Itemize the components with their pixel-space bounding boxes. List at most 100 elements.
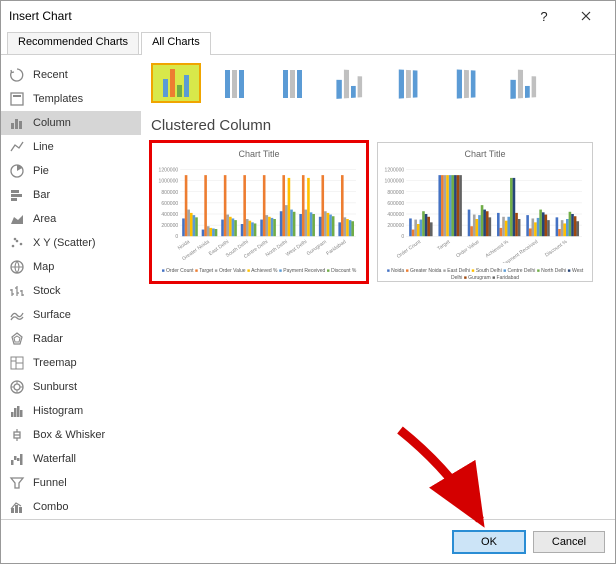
- sunburst-icon: [9, 379, 25, 395]
- surface-icon: [9, 307, 25, 323]
- subtype-thumb-stacked3d[interactable]: [380, 61, 430, 106]
- sidebar-item-label: Treemap: [33, 357, 77, 369]
- close-icon: [581, 11, 591, 21]
- sidebar-item-label: Box & Whisker: [33, 429, 105, 441]
- subtype-thumb-clustered3d[interactable]: [322, 61, 372, 106]
- sidebar-item-label: Surface: [33, 309, 71, 321]
- svg-text:1000000: 1000000: [385, 179, 405, 185]
- sidebar-item-box[interactable]: Box & Whisker: [1, 423, 141, 447]
- preview-title: Chart Title: [384, 149, 586, 159]
- titlebar: Insert Chart ?: [1, 1, 615, 31]
- chart-preview-1[interactable]: Chart Title 0 200000 400000 600000 800000 100…: [151, 142, 367, 282]
- dialog-body: Recent Templates Column LinePie Bar Area X Y (…: [1, 55, 615, 519]
- svg-text:1200000: 1200000: [385, 168, 405, 174]
- sidebar-item-label: Radar: [33, 333, 63, 345]
- svg-text:Gurugram: Gurugram: [306, 239, 328, 257]
- box-icon: [9, 427, 25, 443]
- column-icon: [9, 115, 25, 131]
- templates-icon: [9, 91, 25, 107]
- svg-text:Noida: Noida: [177, 239, 191, 252]
- svg-text:1000000: 1000000: [159, 179, 179, 185]
- window-title: Insert Chart: [9, 9, 523, 23]
- svg-text:Order Count: Order Count: [396, 239, 423, 260]
- sidebar-item-line[interactable]: Line: [1, 135, 141, 159]
- sidebar-item-treemap[interactable]: Treemap: [1, 351, 141, 375]
- sidebar-item-label: Map: [33, 261, 54, 273]
- help-button[interactable]: ?: [523, 1, 565, 31]
- sidebar-item-scatter[interactable]: X Y (Scatter): [1, 231, 141, 255]
- svg-text:200000: 200000: [387, 223, 404, 229]
- sidebar-item-map[interactable]: Map: [1, 255, 141, 279]
- close-button[interactable]: [565, 1, 607, 31]
- scatter-icon: [9, 235, 25, 251]
- svg-text:West Delhi: West Delhi: [285, 239, 308, 258]
- svg-text:400000: 400000: [161, 212, 178, 218]
- sidebar-item-label: Waterfall: [33, 453, 76, 465]
- sidebar-item-sunburst[interactable]: Sunburst: [1, 375, 141, 399]
- sidebar-item-area[interactable]: Area: [1, 207, 141, 231]
- sidebar-item-waterfall[interactable]: Waterfall: [1, 447, 141, 471]
- sidebar-item-templates[interactable]: Templates: [1, 87, 141, 111]
- subtype-thumb-stacked100[interactable]: [267, 63, 317, 103]
- combo-icon: [9, 499, 25, 515]
- sidebar-item-label: Bar: [33, 189, 50, 201]
- svg-text:800000: 800000: [387, 190, 404, 196]
- preview-chart-svg: 0 200000 400000 600000 800000 1000000 1200000 N…: [158, 163, 360, 263]
- svg-text:Discount %: Discount %: [544, 239, 569, 259]
- subtype-thumb-stacked[interactable]: [209, 63, 259, 103]
- subtype-thumb-stacked100_3d[interactable]: [438, 61, 488, 106]
- main-panel: Clustered Column Chart Title 0 200000 4000…: [141, 55, 615, 519]
- line-icon: [9, 139, 25, 155]
- svg-text:Order Value: Order Value: [455, 239, 481, 259]
- treemap-icon: [9, 355, 25, 371]
- svg-text:800000: 800000: [161, 190, 178, 196]
- svg-text:600000: 600000: [387, 201, 404, 207]
- insert-chart-dialog: Insert Chart ? Recommended Charts All Ch…: [0, 0, 616, 564]
- chart-preview-2[interactable]: Chart Title 0200000400000600000800000100…: [377, 142, 593, 282]
- sidebar-item-label: Templates: [33, 93, 83, 105]
- map-icon: [9, 259, 25, 275]
- svg-text:Achieved %: Achieved %: [485, 239, 511, 259]
- sidebar-item-label: Recent: [33, 69, 68, 81]
- svg-text:Faridabad: Faridabad: [325, 239, 347, 257]
- tab-all-charts[interactable]: All Charts: [141, 32, 211, 55]
- sidebar-item-column[interactable]: Column: [1, 111, 141, 135]
- sidebar-item-label: Column: [33, 117, 71, 129]
- sidebar-item-radar[interactable]: Radar: [1, 327, 141, 351]
- sidebar-item-stock[interactable]: Stock: [1, 279, 141, 303]
- sidebar-item-label: X Y (Scatter): [33, 237, 96, 249]
- histogram-icon: [9, 403, 25, 419]
- cancel-button[interactable]: Cancel: [533, 531, 605, 553]
- svg-text:Target: Target: [436, 239, 451, 252]
- recent-icon: [9, 67, 25, 83]
- tab-row: Recommended Charts All Charts: [1, 31, 615, 55]
- sidebar-item-label: Area: [33, 213, 56, 225]
- sidebar-item-funnel[interactable]: Funnel: [1, 471, 141, 495]
- sidebar-item-pie[interactable]: Pie: [1, 159, 141, 183]
- sidebar-item-histogram[interactable]: Histogram: [1, 399, 141, 423]
- svg-text:0: 0: [175, 234, 178, 240]
- svg-text:600000: 600000: [161, 201, 178, 207]
- svg-text:200000: 200000: [161, 223, 178, 229]
- ok-button[interactable]: OK: [453, 531, 525, 553]
- preview-chart-svg: 020000040000060000080000010000001200000O…: [384, 163, 586, 263]
- sidebar-item-bar[interactable]: Bar: [1, 183, 141, 207]
- subtype-thumb-clustered[interactable]: [151, 63, 201, 103]
- sidebar-item-label: Combo: [33, 501, 68, 513]
- tab-recommended[interactable]: Recommended Charts: [7, 32, 139, 55]
- sidebar-item-label: Sunburst: [33, 381, 77, 393]
- funnel-icon: [9, 475, 25, 491]
- svg-text:1200000: 1200000: [159, 168, 179, 174]
- sidebar-item-combo[interactable]: Combo: [1, 495, 141, 519]
- sidebar-item-surface[interactable]: Surface: [1, 303, 141, 327]
- area-icon: [9, 211, 25, 227]
- sidebar-item-label: Stock: [33, 285, 61, 297]
- subtype-thumb-column3d[interactable]: [496, 61, 546, 106]
- svg-text:North Delhi: North Delhi: [265, 239, 289, 258]
- sidebar-item-recent[interactable]: Recent: [1, 63, 141, 87]
- preview-title: Chart Title: [158, 149, 360, 159]
- preview-legend: ■ Order Count ■ Target ■ Order Value ■ A…: [158, 268, 360, 275]
- chart-type-name: Clustered Column: [151, 117, 605, 134]
- sidebar-item-label: Histogram: [33, 405, 83, 417]
- dialog-footer: OK Cancel: [1, 519, 615, 563]
